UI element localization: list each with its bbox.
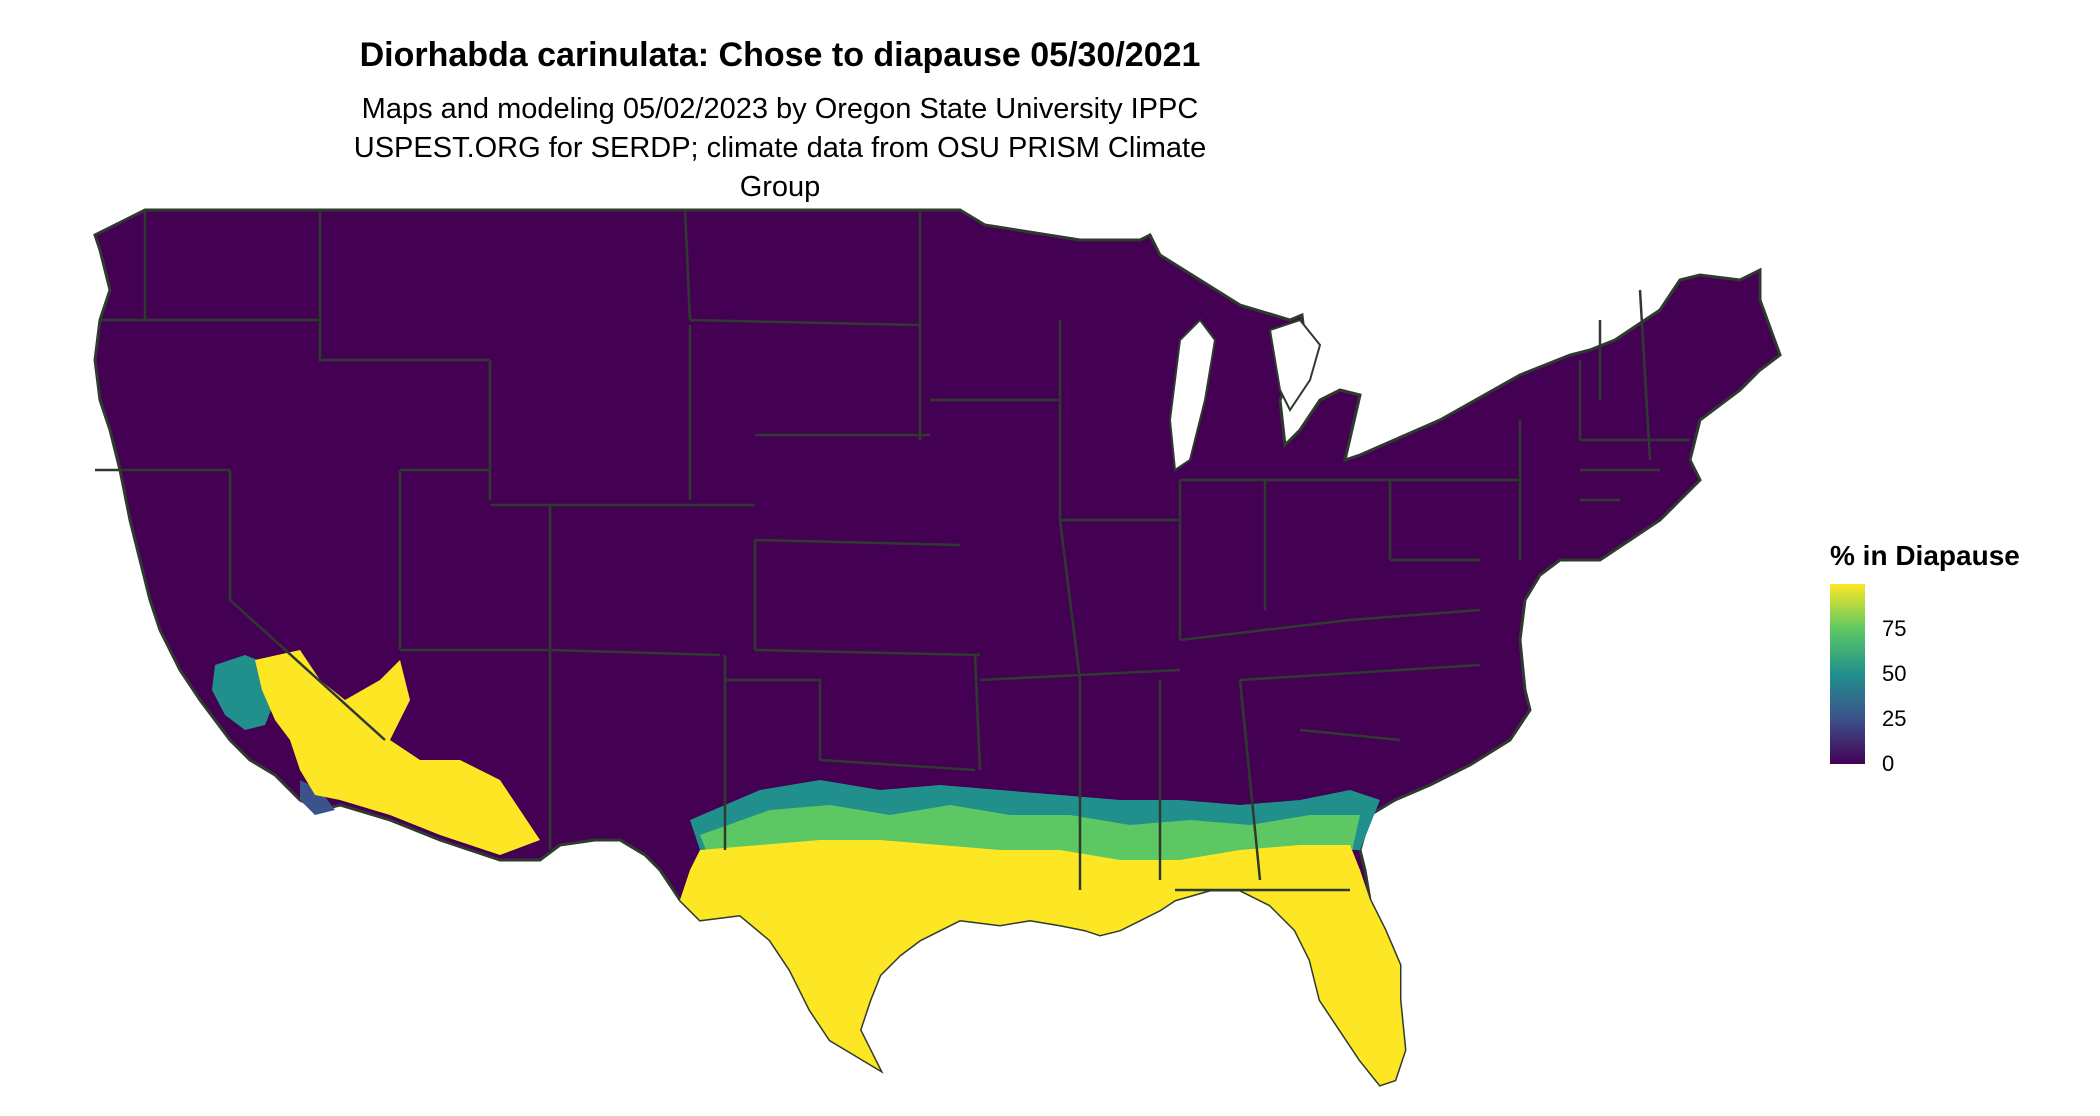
legend-tick (1865, 763, 1872, 765)
legend-colorbar (1830, 584, 1865, 764)
southwest-high-zone (255, 650, 540, 855)
state-borders (95, 209, 1690, 892)
map-subtitle: Maps and modeling 05/02/2023 by Oregon S… (353, 93, 1207, 203)
map-title: Diorhabda carinulata: Chose to diapause … (359, 36, 1201, 74)
legend-label-25: 25 (1882, 706, 1907, 731)
lake-michigan (1168, 318, 1217, 472)
legend-label-50: 50 (1882, 661, 1907, 686)
legend-tick (1865, 673, 1872, 675)
gulf-high-zone (680, 840, 1405, 1085)
legend-title: % in Diapause (1830, 540, 2020, 571)
legend-label-0: 0 (1882, 751, 1895, 776)
lake-huron (1268, 318, 1322, 412)
legend: % in Diapause 0 25 50 75 (1830, 540, 2050, 780)
legend-label-75: 75 (1882, 616, 1907, 641)
us-landmass (93, 208, 1782, 1087)
sw-transition-band-2 (300, 780, 335, 815)
legend-tick (1865, 718, 1872, 720)
legend-tick (1865, 628, 1872, 630)
